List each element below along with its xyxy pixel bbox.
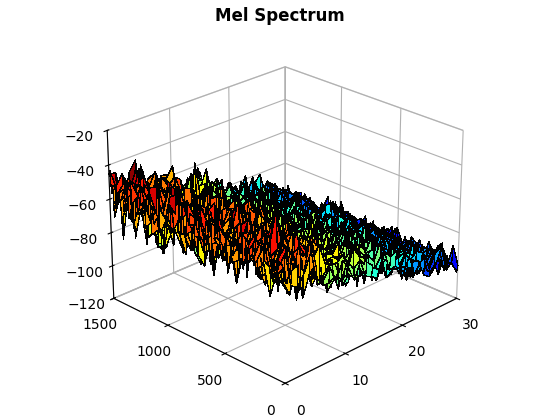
Title: Mel Spectrum: Mel Spectrum: [215, 7, 345, 25]
